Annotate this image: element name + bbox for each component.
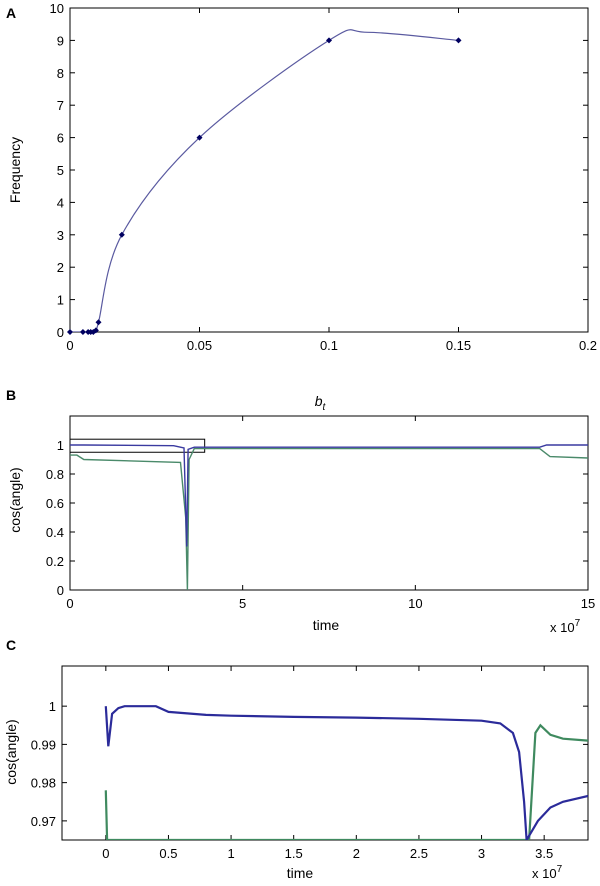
panel-b-axes-box [69,415,589,591]
panel-c-x-tick-label: 1 [227,846,234,861]
panel-b-y-tick-label: 0.2 [46,554,64,569]
panel-a-x-axis-label-base: b [315,393,323,409]
panel-a-data-point [67,329,73,335]
panel-c-x-tick-label: 3 [478,846,485,861]
panel-a-y-axis-label: Frequency [7,137,23,203]
panel-b-label: B [6,387,16,403]
panel-c-x-multiplier: x 107 [532,864,563,881]
panel-b-x-multiplier-base: x 10 [550,620,575,635]
panel-a-x-axis-label-sub: t [323,402,327,413]
panel-a-series-line [70,29,459,332]
panel-c-x-tick-label: 1.5 [285,846,303,861]
panel-b: B 0 5 10 15 00.20.40.60.81 cos(angle) time … [6,387,595,635]
panel-a-x-axis-label: bt [315,393,327,413]
panel-b-x-ticks: 0 5 10 15 [66,416,595,611]
panel-c-series-line-1 [104,705,588,840]
panel-b-y-ticks: 0 0.2 0.4 0.6 0.8 1 [46,438,588,598]
panel-c-axes-box [61,665,589,841]
panel-b-x-tick-label: 5 [239,596,246,611]
panel-a-data-point [95,319,102,326]
panel-a-label: A [6,5,16,21]
panel-c-x-multiplier-base: x 10 [532,866,557,881]
panel-b-x-tick-label: 10 [408,596,422,611]
panel-b-x-multiplier-exp: 7 [575,618,581,629]
panel-b-x-tick-label: 0 [66,596,73,611]
panel-a-y-tick-label: 2 [57,260,64,275]
panel-a-y-tick-label: 3 [57,228,64,243]
panel-a-y-tick-label: 8 [57,66,64,81]
panel-a-axes-box [69,7,589,333]
panel-c-y-axis-label: cos(angle) [3,719,19,784]
panel-c-y-tick-label: 0.99 [31,737,56,752]
panel-c-x-tick-label: 2 [353,846,360,861]
panel-b-y-tick-label: 0.6 [46,496,64,511]
panel-a-x-tick-label: 0.15 [446,338,471,353]
panel-c-series-line-2 [104,723,588,840]
panel-a-data-point [455,37,462,44]
panel-c-label: C [6,637,16,653]
panel-a-y-tick-label: 1 [57,293,64,308]
panel-a-y-tick-label: 7 [57,98,64,113]
panel-a-data-point [92,327,99,334]
panel-a-x-tick-label: 0.05 [187,338,212,353]
panel-a-data-point [326,37,332,44]
panel-b-x-tick-label: 15 [581,596,595,611]
panel-b-x-axis-label: time [313,617,340,633]
panel-c-x-axis-label: time [287,865,314,881]
panel-b-zoom-inset-box [69,438,206,453]
panel-c-x-multiplier-exp: 7 [557,864,563,875]
panel-b-y-tick-label: 0.8 [46,467,64,482]
panel-a-y-tick-label: 5 [57,163,64,178]
panel-b-y-tick-label: 1 [57,438,64,453]
panel-a: A 0 0.05 0.1 0.15 0.2 0 1 2 3 4 5 6 7 8 9 10 Frequency… [6,1,597,413]
panel-a-y-tick-label: 10 [50,1,64,16]
panel-c-y-ticks: 0.97 0.98 0.99 1 [31,699,588,829]
panel-c-x-tick-label: 0 [102,846,109,861]
panel-a-x-ticks: 0 0.05 0.1 0.15 0.2 [66,8,597,353]
panel-c-plot-area [104,705,588,840]
panel-a-data-point [196,134,203,141]
panel-a-y-ticks: 0 1 2 3 4 5 6 7 8 9 10 [50,1,588,340]
panel-b-y-tick-label: 0.4 [46,525,64,540]
panel-c-y-tick-label: 0.97 [31,814,56,829]
panel-b-series-line-2 [70,447,588,590]
panel-a-plot-area [67,29,462,335]
panel-a-y-tick-label: 4 [57,195,64,210]
panel-a-y-tick-label: 0 [57,325,64,340]
panel-a-x-tick-label: 0.2 [579,338,597,353]
panel-a-x-tick-label: 0.1 [320,338,338,353]
panel-c-x-ticks: 0 0.5 1 1.5 2 2.5 3 3.5 [102,666,553,861]
panel-b-x-multiplier: x 107 [550,618,581,635]
panel-b-y-tick-label: 0 [57,583,64,598]
panel-c-y-tick-label: 1 [49,699,56,714]
panel-b-series-line-1 [70,444,588,547]
panel-b-y-axis-label: cos(angle) [7,467,23,532]
panel-a-data-point [118,231,125,238]
panel-a-x-tick-label: 0 [66,338,73,353]
panel-c-x-tick-label: 3.5 [535,846,553,861]
panel-c: C 0 0.5 1 1.5 2 2.5 3 3.5 0.97 0.98 0.99 1 cos(ang… [3,637,589,881]
panel-c-x-tick-label: 2.5 [410,846,428,861]
panel-c-x-tick-label: 0.5 [159,846,177,861]
panel-c-y-tick-label: 0.98 [31,776,56,791]
panel-a-y-tick-label: 6 [57,131,64,146]
panel-a-y-tick-label: 9 [57,33,64,48]
panel-b-plot-area [69,438,588,590]
panel-a-data-point [79,329,86,335]
